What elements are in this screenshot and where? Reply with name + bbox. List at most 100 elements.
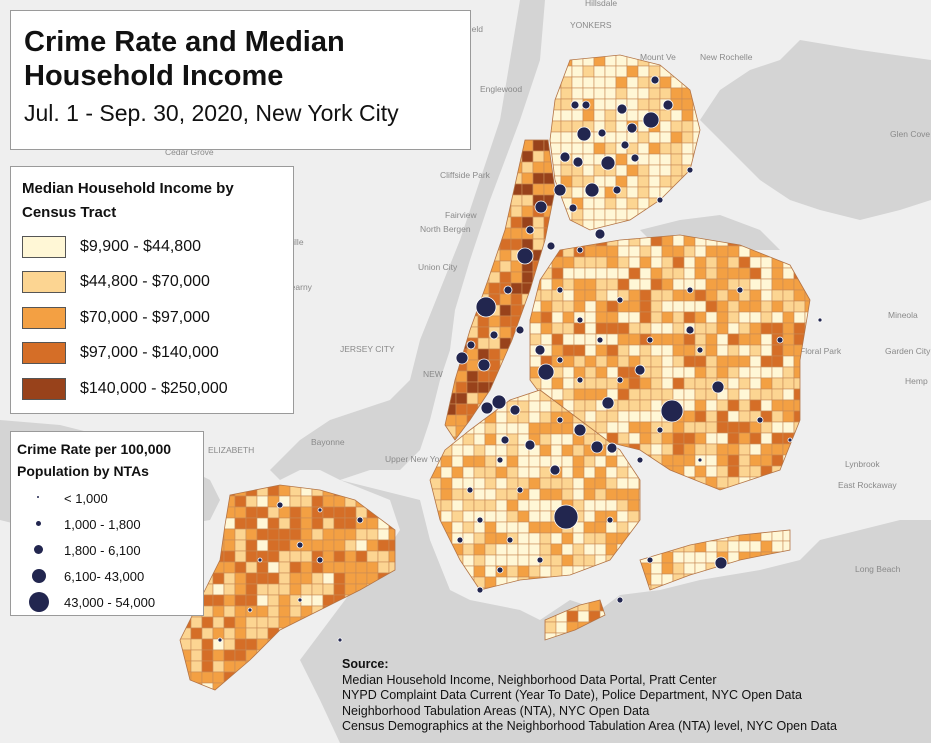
- census-tract: [683, 300, 696, 313]
- census-tract: [562, 344, 575, 357]
- census-tract: [582, 87, 595, 100]
- census-tract: [506, 554, 519, 567]
- census-tract: [550, 532, 563, 545]
- crime-dot: [581, 100, 591, 110]
- census-tract: [455, 392, 468, 405]
- census-tract: [595, 344, 608, 357]
- crime-dot: [516, 247, 534, 265]
- census-tract: [584, 289, 597, 302]
- census-tract: [738, 355, 751, 368]
- census-tract: [582, 76, 595, 89]
- census-tract: [628, 289, 641, 302]
- census-tract: [440, 499, 453, 512]
- census-tract: [650, 573, 663, 586]
- census-tract: [571, 175, 584, 188]
- place-label: North Bergen: [420, 224, 471, 234]
- census-tract: [495, 499, 508, 512]
- census-tract: [727, 421, 740, 434]
- census-tract: [626, 197, 639, 210]
- census-tract: [477, 326, 490, 339]
- census-tract: [528, 488, 541, 501]
- census-tract: [495, 543, 508, 556]
- census-tract: [628, 311, 641, 324]
- census-tract: [584, 311, 597, 324]
- crime-dot: [686, 166, 694, 174]
- census-tract: [760, 278, 773, 291]
- census-tract: [672, 454, 685, 467]
- census-tract: [322, 517, 335, 530]
- census-tract: [760, 421, 773, 434]
- census-tract: [604, 76, 617, 89]
- census-tract: [322, 539, 335, 552]
- census-tract: [521, 194, 534, 207]
- borough-outline: [639, 529, 791, 591]
- census-tract: [782, 388, 795, 401]
- census-tract: [234, 616, 247, 629]
- census-tract: [672, 443, 685, 456]
- census-tract: [661, 388, 674, 401]
- place-label: Cedar Grove: [165, 147, 214, 157]
- census-tract: [289, 561, 302, 574]
- census-tract: [637, 98, 650, 111]
- census-tract: [555, 621, 568, 634]
- census-tract: [771, 300, 784, 313]
- census-tract: [749, 421, 762, 434]
- census-tract: [190, 627, 203, 640]
- census-tract: [543, 183, 555, 196]
- census-tract: [455, 370, 468, 383]
- census-tract: [648, 87, 661, 100]
- census-tract: [683, 344, 696, 357]
- census-tract: [539, 510, 552, 523]
- crime-dot: [556, 286, 564, 294]
- census-tract: [595, 377, 608, 390]
- census-tract: [661, 278, 674, 291]
- census-tract: [333, 539, 346, 552]
- place-label: Garden City: [885, 346, 931, 356]
- census-tract: [738, 366, 751, 379]
- census-tract: [473, 532, 486, 545]
- census-tract: [639, 421, 652, 434]
- census-tract: [727, 366, 740, 379]
- place-label: YONKERS: [570, 20, 612, 30]
- census-tract: [223, 594, 236, 607]
- census-tract: [595, 421, 608, 434]
- census-tract: [234, 539, 247, 552]
- census-tract: [716, 300, 729, 313]
- census-tract: [604, 87, 617, 100]
- income-legend-label: $44,800 - $70,000: [80, 273, 210, 291]
- census-tract: [582, 208, 595, 221]
- census-tract: [727, 333, 740, 346]
- census-tract: [782, 322, 795, 335]
- census-tract: [771, 399, 784, 412]
- place-label: Union City: [418, 262, 458, 272]
- census-tract: [637, 153, 650, 166]
- census-tract: [532, 161, 545, 174]
- census-tract: [661, 432, 674, 445]
- census-tract: [716, 344, 729, 357]
- census-tract: [606, 289, 619, 302]
- census-tract: [212, 594, 225, 607]
- census-tract: [749, 465, 762, 478]
- census-tract: [245, 627, 258, 640]
- census-tract: [278, 528, 291, 541]
- census-tract: [278, 583, 291, 596]
- place-label: Floral Park: [800, 346, 842, 356]
- census-tract: [617, 366, 630, 379]
- crime-dot: [356, 516, 364, 524]
- census-tract: [532, 183, 545, 196]
- census-tract: [223, 572, 236, 585]
- census-tract: [201, 671, 214, 684]
- census-tract: [517, 422, 530, 435]
- borough-outline: [179, 484, 396, 691]
- census-tract: [637, 87, 650, 100]
- census-tract: [573, 399, 586, 412]
- census-tract: [506, 444, 519, 457]
- census-tract: [595, 355, 608, 368]
- census-tract: [782, 377, 795, 390]
- census-tract: [616, 466, 629, 479]
- census-tract: [648, 131, 661, 144]
- census-tract: [760, 267, 773, 280]
- census-tract: [517, 554, 530, 567]
- census-tract: [584, 278, 597, 291]
- census-tract: [300, 594, 313, 607]
